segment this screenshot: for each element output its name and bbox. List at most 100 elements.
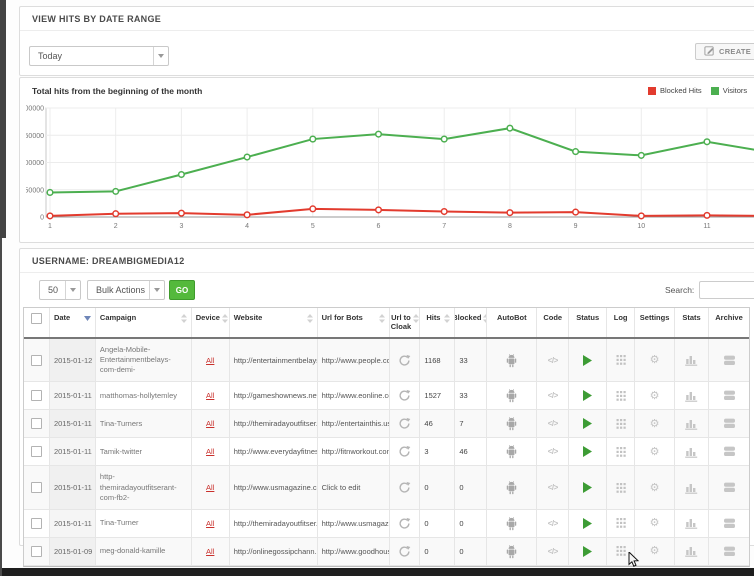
code-icon[interactable]: </> [547,391,559,401]
gear-icon[interactable]: ⚙ [649,517,660,530]
grid-icon[interactable] [615,354,627,366]
column-header-date[interactable]: Date [50,308,96,337]
archive-icon[interactable] [723,546,736,557]
settings-cell: ⚙ [635,339,676,382]
bar-chart-icon[interactable] [685,354,698,366]
play-icon[interactable] [583,482,593,494]
play-icon[interactable] [583,545,593,557]
row-checkbox[interactable] [30,517,42,529]
device-link[interactable]: All [206,483,215,493]
bulk-actions-select[interactable]: Bulk Actions [87,280,165,300]
url_to_cloak-cell [390,382,421,410]
device-link[interactable]: All [206,546,215,556]
archive-icon[interactable] [723,446,736,457]
code-icon[interactable]: </> [547,518,559,528]
row-checkbox[interactable] [30,482,42,494]
gear-icon[interactable]: ⚙ [649,389,660,402]
grid-icon[interactable] [615,390,627,402]
gear-icon[interactable]: ⚙ [649,445,660,458]
bar-chart-icon[interactable] [685,517,698,530]
gear-icon[interactable]: ⚙ [649,545,660,558]
archive-icon[interactable] [723,355,736,366]
grid-icon[interactable] [615,418,627,430]
bar-chart-icon[interactable] [685,482,698,494]
android-icon[interactable] [505,516,518,531]
hits-cell: 0 [420,537,456,565]
search-input[interactable] [699,281,754,299]
page-size-select[interactable]: 50 [39,280,81,300]
create-new-campaign-button[interactable]: CREATE NEW CAMPAIGN [695,43,754,60]
device-link[interactable]: All [206,355,215,365]
bar-chart-icon[interactable] [685,390,698,402]
cloak-icon[interactable] [398,389,411,402]
column-header-url_for_bots[interactable]: Url for Bots [318,308,391,337]
column-header-blocked[interactable]: Blocked [455,308,488,337]
column-header-website[interactable]: Website [230,308,318,337]
code-icon[interactable]: </> [547,546,559,556]
hits-cell: 0 [420,509,456,537]
device-link[interactable]: All [206,391,215,401]
archive-cell [709,510,749,537]
bar-chart-icon[interactable] [685,418,698,430]
grid-icon[interactable] [615,482,627,494]
column-header-campaign[interactable]: Campaign [96,308,192,337]
android-icon[interactable] [505,416,518,431]
grid-icon[interactable] [615,545,627,557]
gear-icon[interactable]: ⚙ [649,481,660,494]
cloak-icon[interactable] [398,517,411,530]
code-icon[interactable]: </> [547,419,559,429]
cloak-icon[interactable] [398,354,411,367]
autobot-cell [487,509,538,537]
row-checkbox[interactable] [30,354,42,366]
column-header-settings: Settings [635,308,676,337]
android-icon[interactable] [505,444,518,459]
archive-icon[interactable] [723,518,736,529]
cloak-icon[interactable] [398,481,411,494]
code-icon[interactable]: </> [547,447,559,457]
code-icon[interactable]: </> [547,355,559,365]
table-row: 2015-01-11 matthomas-hollytemley All http:/… [24,382,749,411]
gear-icon[interactable]: ⚙ [649,354,660,367]
play-icon[interactable] [583,446,593,458]
campaigns-table: Date Campaign Device Website Url for Bots Url… [23,307,750,567]
row-checkbox[interactable] [30,545,42,557]
select-all-checkbox[interactable] [30,313,42,324]
column-header-hits[interactable]: Hits [420,308,456,337]
cloak-icon[interactable] [398,545,411,558]
date-range-select[interactable]: Today [29,46,169,66]
row-checkbox[interactable] [30,418,42,430]
play-icon[interactable] [583,418,593,430]
archive-icon[interactable] [723,418,736,429]
date-cell: 2015-01-11 [49,466,96,509]
grid-icon[interactable] [615,517,627,529]
device-link[interactable]: All [206,518,215,528]
android-icon[interactable] [505,544,518,559]
play-icon[interactable] [583,517,593,529]
bar-chart-icon[interactable] [685,446,698,458]
cloak-icon[interactable] [398,445,411,458]
row-checkbox[interactable] [30,446,42,458]
go-button[interactable]: GO [169,280,195,300]
sort-icon [306,314,313,325]
autobot-cell [487,438,538,466]
column-header-device[interactable]: Device [192,308,230,337]
row-checkbox[interactable] [30,390,42,402]
column-header-url_to_cloak[interactable]: Url to Cloak [390,308,421,337]
cloak-icon[interactable] [398,417,411,430]
archive-icon[interactable] [723,390,736,401]
play-icon[interactable] [583,390,593,402]
android-icon[interactable] [505,353,518,368]
android-icon[interactable] [505,480,518,495]
bar-chart-icon[interactable] [685,545,698,558]
device-link[interactable]: All [206,447,215,457]
android-icon[interactable] [505,388,518,403]
code-icon[interactable]: </> [547,483,559,493]
play-icon[interactable] [583,354,593,366]
code-cell: </> [537,382,570,410]
column-label: Url for Bots [321,313,363,322]
archive-icon[interactable] [723,482,736,493]
grid-icon[interactable] [615,446,627,458]
gear-icon[interactable]: ⚙ [649,417,660,430]
device-link[interactable]: All [206,419,215,429]
log-cell [607,537,636,565]
